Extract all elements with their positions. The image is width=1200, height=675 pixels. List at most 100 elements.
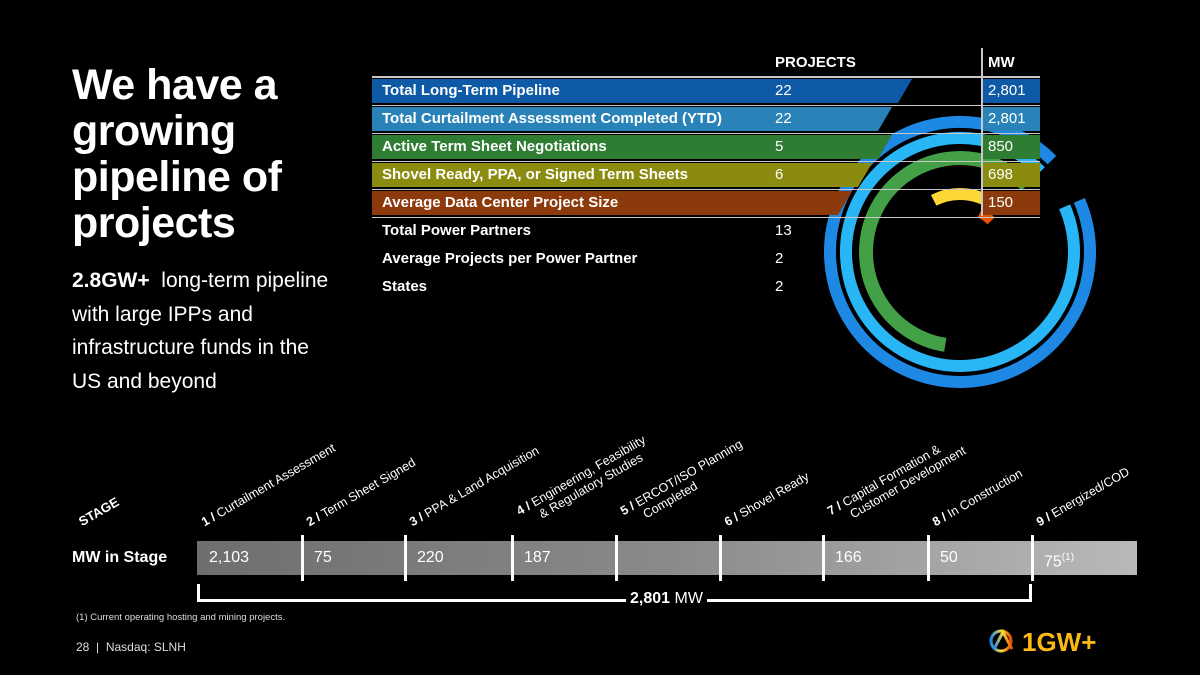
row-label: Total Long-Term Pipeline	[382, 82, 560, 99]
subheadline-highlight: 2.8GW+	[72, 269, 150, 292]
table-row: States 2	[372, 275, 1040, 299]
stage-name: Energized/COD	[1049, 464, 1132, 521]
stage-mw-value: 75	[314, 549, 332, 566]
row-label: Average Data Center Project Size	[382, 194, 619, 211]
table-row: Total Long-Term Pipeline 22 2,801	[372, 79, 1040, 103]
row-rule	[372, 189, 1040, 190]
mw-column-divider	[981, 48, 983, 216]
stage-label: 6 / Shovel Ready	[722, 469, 811, 529]
total-mw-value: 2,801	[630, 590, 671, 607]
stage-mw: 220	[417, 541, 444, 575]
stage-mw-value: 50	[940, 549, 958, 566]
ring-arc	[977, 208, 995, 225]
row-projects: 2	[775, 250, 784, 267]
stage-number: 1 /	[199, 510, 219, 530]
row-label: Total Curtailment Assessment Completed (…	[382, 110, 723, 127]
ring-arc	[859, 151, 1032, 352]
projects-column-header: PROJECTS	[775, 54, 856, 71]
stage-name: Term Sheet Signed	[318, 455, 418, 521]
table-row: Total Power Partners 13	[372, 219, 1040, 243]
stage-title: STAGE	[76, 494, 122, 529]
stage-mw: 75	[314, 541, 332, 575]
row-mw: 2,801	[988, 110, 1026, 127]
ticker: Nasdaq: SLNH	[105, 640, 186, 654]
row-rule	[372, 105, 1040, 106]
company-logo: 1GW+	[989, 627, 1096, 657]
footer-separator: |	[96, 640, 100, 654]
row-color-band	[372, 191, 852, 215]
row-projects: 22	[775, 82, 792, 99]
stage-mw-value: 166	[835, 549, 862, 566]
row-rule	[372, 161, 1040, 162]
total-mw-unit: MW	[674, 590, 703, 607]
stage-divider	[511, 535, 514, 581]
row-label: Active Term Sheet Negotiations	[382, 138, 607, 155]
row-label: Shovel Ready, PPA, or Signed Term Sheets	[382, 166, 688, 183]
row-color-band	[372, 163, 872, 187]
row-mw: 2,801	[988, 82, 1026, 99]
footnote: (1) Current operating hosting and mining…	[76, 612, 286, 623]
stage-mw: 166	[835, 541, 862, 575]
ring-arc	[840, 132, 1080, 372]
row-color-band	[372, 135, 892, 159]
logo-mark-icon	[989, 628, 1014, 653]
row-mw: 850	[988, 138, 1014, 155]
mw-color-box	[982, 163, 1040, 187]
mw-column-header: MW	[988, 54, 1015, 71]
subheadline: 2.8GW+ long-term pipeline with large IPP…	[72, 264, 342, 398]
row-rule	[372, 217, 1040, 218]
row-mw: 698	[988, 166, 1014, 183]
row-mw: 150	[988, 194, 1014, 211]
stage-mw-footnote-ref: (1)	[1061, 552, 1075, 563]
stage-number: 6 /	[722, 510, 742, 530]
row-color-band	[372, 107, 892, 131]
row-label: States	[382, 278, 428, 295]
table-row: Shovel Ready, PPA, or Signed Term Sheets…	[372, 163, 1040, 187]
total-mw: 2,801 MW	[626, 590, 707, 608]
table-row: Average Projects per Power Partner 2	[372, 247, 1040, 271]
stage-divider	[719, 535, 722, 581]
stage-divider	[404, 535, 407, 581]
stage-mw-value: 187	[524, 549, 551, 566]
stage-divider	[615, 535, 618, 581]
stage-number: 9 /	[1034, 510, 1054, 530]
logo-text: 1GW+	[1022, 627, 1096, 657]
row-projects: 22	[775, 110, 792, 127]
stage-mw: 187	[524, 541, 551, 575]
stage-name: Shovel Ready	[737, 469, 812, 521]
table-row: Total Curtailment Assessment Completed (…	[372, 107, 1040, 131]
stage-mw-value: 220	[417, 549, 444, 566]
mw-color-box	[982, 191, 1040, 215]
stage-name: In Construction	[945, 466, 1025, 521]
stage-number: 2 /	[304, 510, 324, 530]
page-number: 28	[76, 640, 90, 654]
mw-in-stage-label: MW in Stage	[72, 549, 168, 566]
row-label: Total Power Partners	[382, 222, 531, 239]
stage-bar: 2,103 75 220 187 166 50 75(1)	[197, 535, 1137, 581]
row-projects: 6	[775, 166, 784, 183]
row-projects: 13	[775, 222, 792, 239]
row-rule	[372, 133, 1040, 134]
stage-divider	[927, 535, 930, 581]
stage-number: 3 /	[407, 510, 427, 530]
stage-mw: 75(1)	[1044, 541, 1074, 579]
row-label: Average Projects per Power Partner	[382, 250, 638, 267]
row-projects: 2	[775, 278, 784, 295]
footer: 28 | Nasdaq: SLNH	[76, 640, 186, 654]
total-bracket	[197, 584, 1032, 602]
stage-label: 8 / In Construction	[930, 466, 1025, 529]
stage-divider	[822, 535, 825, 581]
table-top-rule	[372, 76, 1040, 78]
stage-mw: 2,103	[209, 541, 249, 575]
table-row: Average Data Center Project Size 150	[372, 191, 1040, 215]
subheadline-text: long-term pipeline with large IPPs and i…	[72, 269, 329, 393]
stage-divider	[1031, 535, 1034, 581]
row-projects: 5	[775, 138, 784, 155]
mw-color-box	[982, 79, 1040, 103]
stage-divider	[301, 535, 304, 581]
stage-mw-value: 2,103	[209, 549, 250, 566]
table-row: Active Term Sheet Negotiations 5 850	[372, 135, 1040, 159]
stage-label: 9 / Energized/COD	[1034, 465, 1132, 530]
stage-mw: 50	[940, 541, 958, 575]
mw-color-box	[982, 107, 1040, 131]
